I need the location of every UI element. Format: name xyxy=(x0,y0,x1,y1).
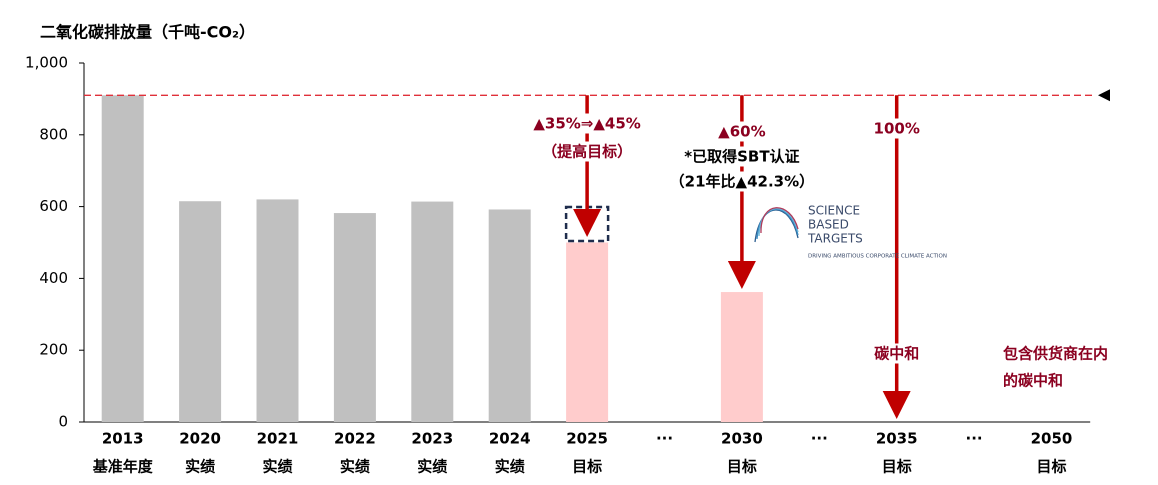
x-sublabel: 实绩 xyxy=(262,458,292,476)
x-tick-label: 2035 xyxy=(876,430,918,448)
bar xyxy=(411,201,454,422)
bar xyxy=(256,199,299,422)
reference-marker xyxy=(1098,89,1110,102)
bar xyxy=(720,292,763,422)
x-sublabel: 实绩 xyxy=(417,458,447,476)
y-tick-label: 1,000 xyxy=(25,54,68,72)
annotation: 的碳中和 xyxy=(1003,372,1063,390)
logo-text: DRIVING AMBITIOUS CORPORATE CLIMATE ACTI… xyxy=(808,254,947,260)
annotation-bg xyxy=(1001,370,1066,391)
annotation-bg xyxy=(716,121,768,142)
bar xyxy=(488,209,531,422)
annotation: （21年比▲42.3%） xyxy=(670,173,814,191)
y-tick-label: 600 xyxy=(39,197,68,215)
annotation-bg xyxy=(667,171,817,192)
bar xyxy=(333,213,376,422)
x-sublabel: 目标 xyxy=(882,458,912,476)
annotation: 碳中和 xyxy=(874,345,919,363)
bar xyxy=(179,201,222,422)
bar xyxy=(101,95,144,422)
x-sublabel: 实绩 xyxy=(495,458,525,476)
x-tick-label: 2020 xyxy=(179,430,221,448)
annotation-bg xyxy=(872,343,922,364)
x-sublabel: 目标 xyxy=(727,458,757,476)
logo-arc xyxy=(758,207,799,237)
annotation-bg xyxy=(531,113,643,134)
annotation-bg xyxy=(540,141,635,162)
logo-text: SCIENCE xyxy=(808,204,860,218)
x-tick-label: ··· xyxy=(656,430,673,448)
x-sublabel: 实绩 xyxy=(185,458,215,476)
x-tick-label: 2050 xyxy=(1031,430,1073,448)
annotation-bg xyxy=(871,118,922,139)
x-tick-label: 2030 xyxy=(721,430,763,448)
chart-title: 二氧化碳排放量（千吨-CO₂） xyxy=(40,23,255,42)
logo-arc xyxy=(754,209,799,243)
bar xyxy=(566,242,609,422)
annotation: *已取得SBT认证 xyxy=(684,148,799,166)
y-tick-label: 400 xyxy=(39,269,68,287)
x-tick-label: ··· xyxy=(811,430,828,448)
x-sublabel: 实绩 xyxy=(340,458,370,476)
annotation: 包含供货商在内 xyxy=(1003,345,1108,363)
annotation: ▲35%⇒▲45% xyxy=(533,115,640,133)
x-tick-label: 2013 xyxy=(102,430,144,448)
x-tick-label: 2022 xyxy=(334,430,376,448)
logo-text: BASED xyxy=(808,218,849,232)
annotation: ▲60% xyxy=(718,123,765,141)
x-tick-label: 2025 xyxy=(566,430,608,448)
annotation: （提高目标） xyxy=(542,143,632,161)
logo-text: TARGETS xyxy=(807,232,863,246)
y-tick-label: 200 xyxy=(39,341,68,359)
logo-arc xyxy=(756,208,799,240)
x-tick-label: 2021 xyxy=(257,430,299,448)
x-tick-label: 2023 xyxy=(411,430,453,448)
y-tick-label: 0 xyxy=(58,413,68,431)
y-tick-label: 800 xyxy=(39,125,68,143)
x-tick-label: ··· xyxy=(966,430,983,448)
x-tick-label: 2024 xyxy=(489,430,531,448)
x-sublabel: 基准年度 xyxy=(92,458,154,476)
annotation-bg xyxy=(682,146,802,167)
x-sublabel: 目标 xyxy=(1036,458,1066,476)
logo-arc xyxy=(760,207,799,234)
annotation-bg xyxy=(1001,343,1111,364)
annotation: 100% xyxy=(874,120,920,138)
x-sublabel: 目标 xyxy=(572,458,602,476)
